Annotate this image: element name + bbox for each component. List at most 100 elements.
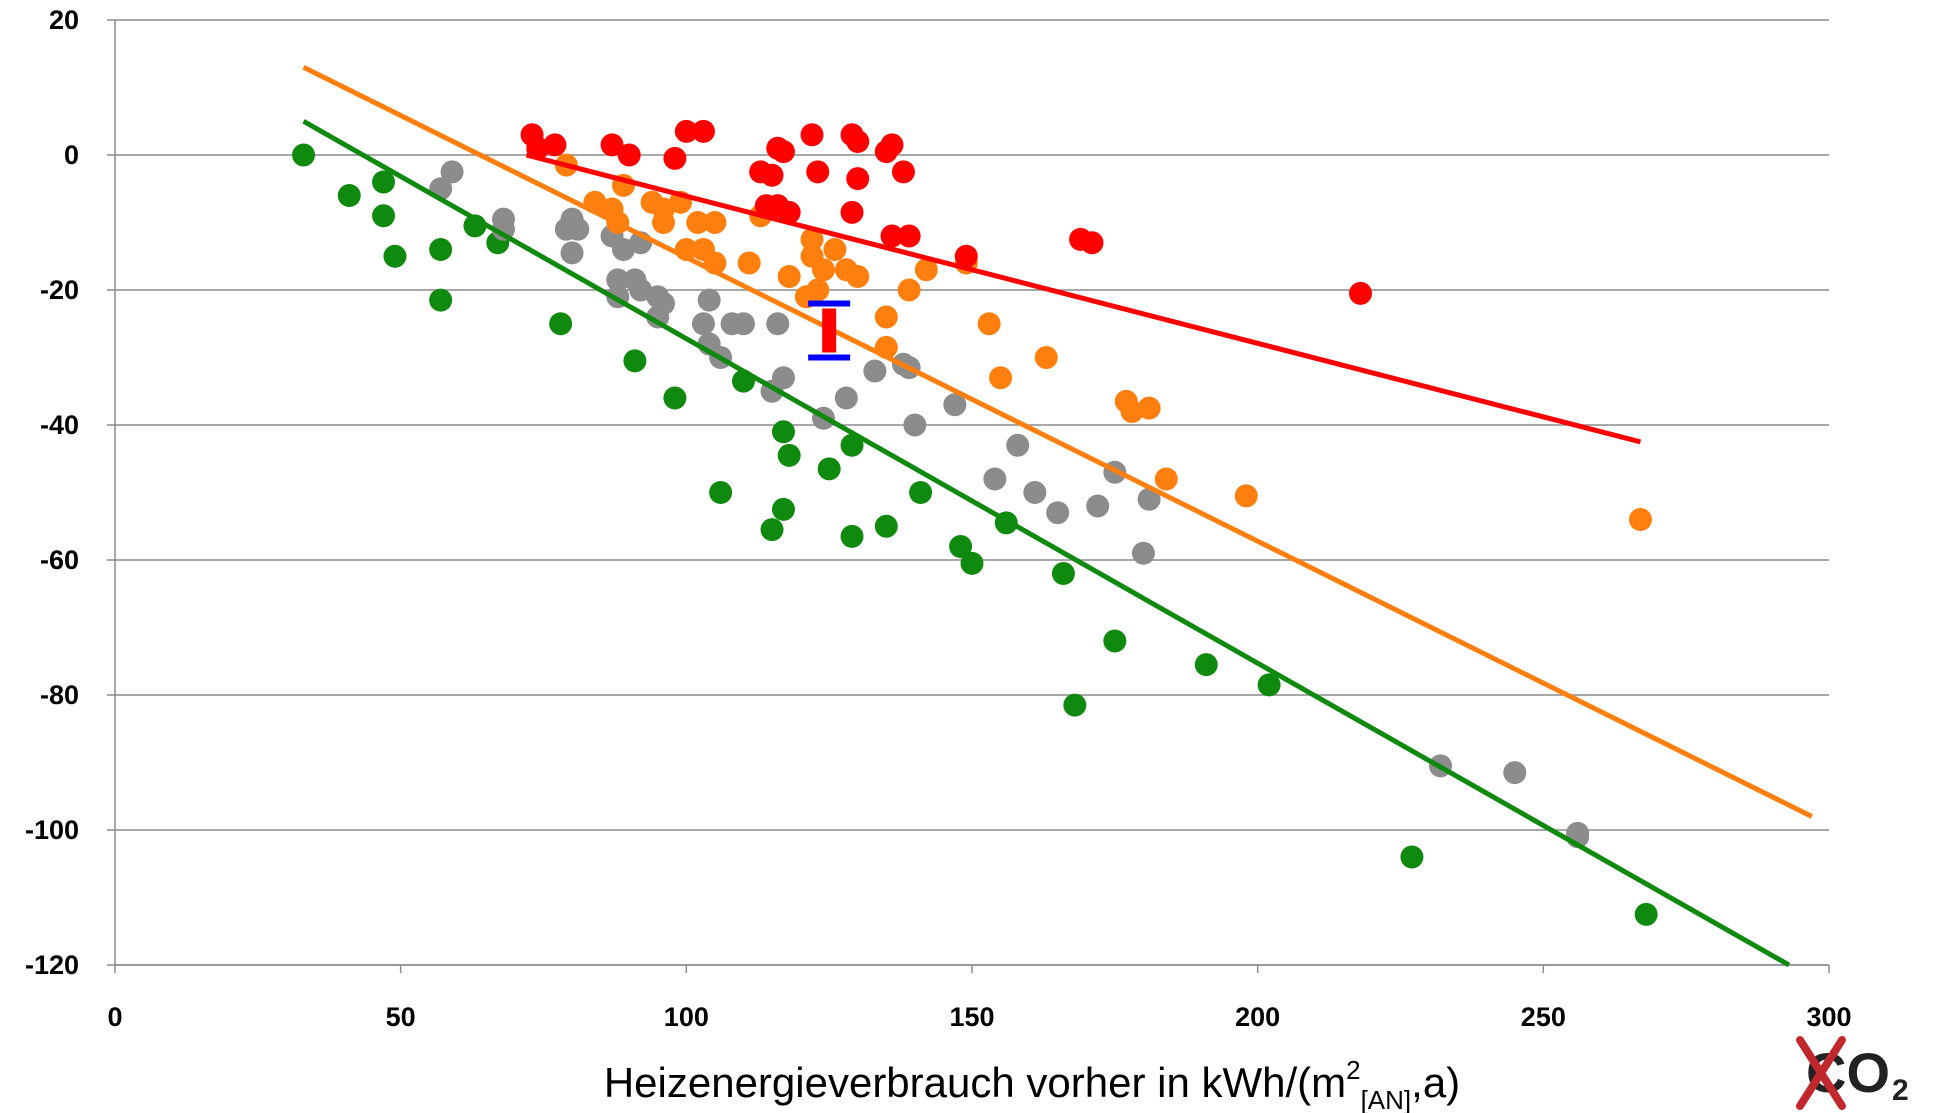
y-tick-label: -20: [40, 275, 79, 305]
co2-logo-subscript: 2: [1892, 1074, 1909, 1107]
trend-lines: [302, 65, 1813, 968]
data-point: [1023, 481, 1047, 504]
y-tick-label: -100: [25, 815, 79, 845]
data-point: [914, 258, 938, 282]
data-point: [1051, 562, 1075, 585]
data-point: [766, 194, 790, 218]
data-point: [874, 305, 898, 329]
data-point: [949, 535, 973, 558]
data-point: [1137, 396, 1161, 420]
data-point: [543, 133, 567, 157]
data-point: [806, 278, 830, 302]
data-point: [492, 217, 516, 241]
data-point: [1046, 501, 1070, 525]
trend-line: [302, 65, 1813, 819]
y-tick-label: 0: [64, 140, 79, 170]
data-point: [606, 268, 630, 292]
y-tick-labels: 20 0 -20 -40 -60 -80 -100 -120: [25, 5, 79, 980]
data-point: [372, 204, 396, 228]
data-point: [777, 265, 801, 288]
data-point: [1400, 845, 1424, 869]
data-point: [983, 467, 1007, 491]
data-point: [703, 211, 727, 234]
data-point: [823, 238, 847, 261]
x-tick-label: 100: [664, 1002, 709, 1032]
data-point: [623, 349, 647, 373]
data-point: [771, 140, 795, 164]
data-point: [1006, 433, 1030, 457]
data-point: [292, 143, 316, 167]
y-tick-label: -120: [25, 950, 79, 980]
co2-logo: CO 2: [1796, 1036, 1909, 1110]
data-point: [771, 420, 795, 444]
data-point: [800, 227, 824, 251]
x-tick-label: 300: [1806, 1002, 1851, 1032]
data-point: [1103, 629, 1127, 653]
data-point: [383, 244, 407, 268]
data-point: [897, 224, 921, 248]
y-tick-label: -40: [40, 410, 79, 440]
data-point: [1628, 508, 1652, 531]
x-tick-label: 250: [1521, 1002, 1566, 1032]
data-point: [566, 217, 590, 241]
data-point: [337, 184, 361, 207]
data-point: [840, 433, 864, 457]
data-point: [954, 244, 978, 268]
y-tick-label: 20: [49, 5, 79, 35]
data-point: [1503, 761, 1527, 785]
data-point: [1063, 693, 1087, 717]
data-point: [560, 241, 584, 265]
data-point: [1086, 494, 1110, 518]
data-point: [771, 497, 795, 521]
data-point: [960, 551, 984, 575]
data-point: [1634, 902, 1658, 926]
data-point: [811, 258, 835, 282]
trend-line: [302, 119, 1791, 968]
x-tick-label: 50: [386, 1002, 416, 1032]
data-point: [800, 123, 824, 147]
data-point: [691, 119, 715, 143]
data-point: [840, 200, 864, 224]
data-point: [760, 518, 784, 542]
data-point: [1154, 467, 1178, 491]
error-bar: [808, 300, 851, 361]
x-axis-title: Heizenergieverbrauch vorher in kWh/(m2[A…: [604, 1055, 1460, 1113]
data-point: [429, 238, 453, 261]
data-point: [766, 312, 790, 336]
data-point: [817, 457, 841, 481]
data-point: [760, 163, 784, 187]
data-point: [731, 312, 755, 336]
data-point: [840, 524, 864, 548]
data-point: [709, 481, 733, 504]
data-point: [891, 160, 915, 184]
data-point: [600, 133, 624, 157]
y-tick-label: -60: [40, 545, 79, 575]
data-point: [771, 366, 795, 390]
data-point: [846, 167, 870, 191]
data-point: [549, 312, 573, 336]
data-point: [1080, 231, 1104, 255]
data-point: [651, 211, 675, 234]
data-point: [1131, 541, 1155, 565]
data-point: [1137, 487, 1161, 511]
data-point: [1257, 673, 1281, 697]
data-point: [617, 143, 641, 167]
data-point: [697, 288, 721, 312]
data-point: [863, 359, 887, 383]
data-point: [806, 160, 830, 184]
data-point: [1234, 484, 1258, 508]
data-point: [897, 278, 921, 302]
data-point: [674, 119, 698, 143]
data-point: [909, 481, 933, 504]
data-point: [846, 265, 870, 288]
co2-logo-cross-stroke: [1796, 1036, 1846, 1110]
y-tick-label: -80: [40, 680, 79, 710]
data-point: [989, 366, 1013, 390]
data-point: [372, 170, 396, 194]
data-point: [874, 514, 898, 538]
data-point: [429, 288, 453, 312]
error-bar-body: [822, 308, 837, 353]
data-point: [1034, 346, 1058, 369]
data-point: [1349, 281, 1373, 305]
